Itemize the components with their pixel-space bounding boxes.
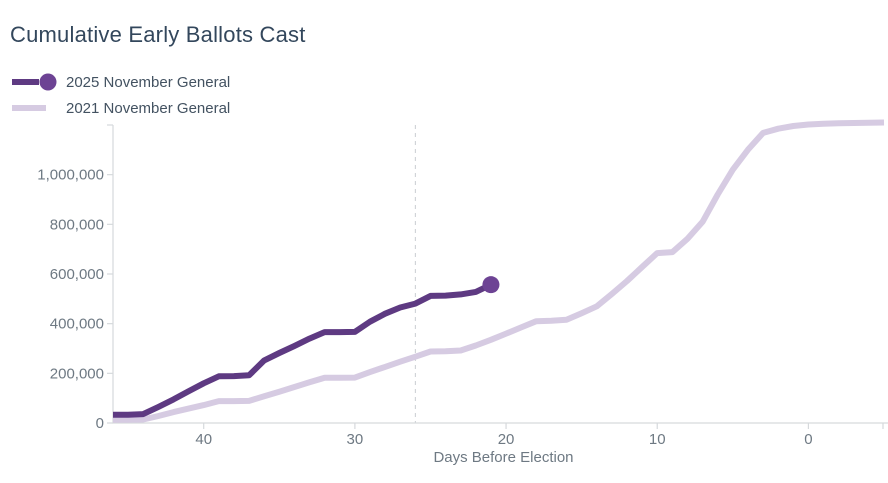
y-tick-label: 200,000 xyxy=(50,365,104,382)
series-end-dot-2025 xyxy=(482,276,500,294)
legend-label: 2025 November General xyxy=(66,73,231,91)
x-axis-title: Days Before Election xyxy=(433,449,573,466)
x-tick-label: 30 xyxy=(347,431,364,448)
legend-swatch-icon xyxy=(12,105,46,111)
legend-swatch-icon xyxy=(12,73,57,91)
y-tick-label: 800,000 xyxy=(50,216,104,233)
legend-item-2025: 2025 November General xyxy=(12,72,230,92)
y-tick-label: 1,000,000 xyxy=(37,167,104,184)
chart-legend: 2025 November General 2021 November Gener… xyxy=(12,72,230,124)
x-tick-label: 40 xyxy=(195,431,212,448)
y-tick-label: 400,000 xyxy=(50,316,104,333)
chart-title: Cumulative Early Ballots Cast xyxy=(10,22,306,47)
legend-label: 2021 November General xyxy=(66,99,231,117)
x-tick-label: 20 xyxy=(498,431,515,448)
x-tick-label: 10 xyxy=(649,431,666,448)
x-tick-label: 0 xyxy=(804,431,812,448)
y-tick-label: 600,000 xyxy=(50,266,104,283)
series-line-2021 xyxy=(113,119,885,423)
series-line-2025 xyxy=(113,281,493,418)
legend-item-2021: 2021 November General xyxy=(12,98,230,118)
y-tick-label: 0 xyxy=(96,415,104,432)
